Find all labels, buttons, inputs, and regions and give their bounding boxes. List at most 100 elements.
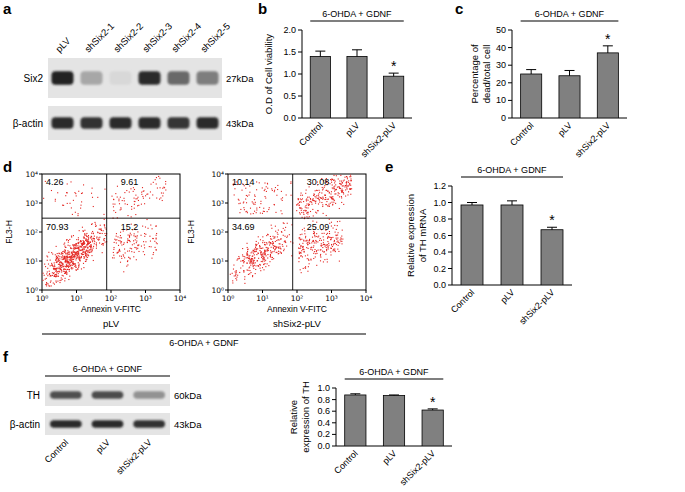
- event-dot: [83, 256, 84, 257]
- event-dot: [60, 269, 61, 270]
- event-dot: [306, 216, 307, 217]
- event-dot: [322, 204, 323, 205]
- event-dot: [102, 233, 103, 234]
- event-dot: [315, 240, 316, 241]
- event-dot: [348, 182, 349, 183]
- event-dot: [47, 256, 48, 257]
- event-dot: [300, 246, 301, 247]
- event-dot: [271, 225, 272, 226]
- event-dot: [43, 198, 44, 199]
- event-dot: [268, 265, 269, 266]
- event-dot: [329, 237, 330, 238]
- event-dot: [116, 236, 117, 237]
- event-dot: [86, 259, 87, 260]
- event-dot: [274, 246, 275, 247]
- event-dot: [69, 259, 70, 260]
- event-dot: [82, 243, 83, 244]
- event-dot: [238, 199, 239, 200]
- event-dot: [158, 176, 159, 177]
- event-dot: [266, 186, 267, 187]
- event-dot: [244, 209, 245, 210]
- event-dot: [346, 182, 347, 183]
- event-dot: [74, 245, 75, 246]
- y-axis: [336, 388, 337, 446]
- bar: [559, 76, 580, 118]
- event-dot: [309, 201, 310, 202]
- event-dot: [76, 270, 77, 271]
- event-dot: [121, 258, 122, 259]
- event-dot: [71, 252, 72, 253]
- event-dot: [303, 246, 304, 247]
- event-dot: [60, 261, 61, 262]
- event-dot: [75, 247, 76, 248]
- event-dot: [82, 254, 83, 255]
- event-dot: [156, 242, 157, 243]
- event-dot: [306, 198, 307, 199]
- event-dot: [93, 238, 94, 239]
- event-dot: [331, 178, 332, 179]
- event-dot: [82, 243, 83, 244]
- event-dot: [253, 203, 254, 204]
- event-dot: [279, 239, 280, 240]
- event-dot: [104, 224, 105, 225]
- event-dot: [69, 264, 70, 265]
- event-dot: [137, 198, 138, 199]
- event-dot: [270, 242, 271, 243]
- event-dot: [117, 252, 118, 253]
- event-dot: [338, 186, 339, 187]
- event-dot: [318, 236, 319, 237]
- event-dot: [80, 205, 81, 206]
- event-dot: [335, 193, 336, 194]
- event-dot: [66, 274, 67, 275]
- event-dot: [88, 242, 89, 243]
- y-tick-label: 50: [496, 25, 506, 35]
- event-dot: [310, 211, 311, 212]
- event-dot: [64, 258, 65, 259]
- event-dot: [254, 254, 255, 255]
- event-dot: [84, 237, 85, 238]
- event-dot: [61, 254, 62, 255]
- event-dot: [339, 261, 340, 262]
- event-dot: [73, 256, 74, 257]
- event-dot: [145, 234, 146, 235]
- event-dot: [259, 264, 260, 265]
- event-dot: [326, 250, 327, 251]
- event-dot: [262, 213, 263, 214]
- event-dot: [264, 250, 265, 251]
- event-dot: [70, 265, 71, 266]
- event-dot: [90, 246, 91, 247]
- category-label: Control: [332, 448, 360, 476]
- event-dot: [335, 232, 336, 233]
- event-dot: [61, 277, 62, 278]
- event-dot: [144, 233, 145, 234]
- event-dot: [332, 187, 333, 188]
- event-dot: [267, 183, 268, 184]
- event-dot: [249, 270, 250, 271]
- event-dot: [65, 260, 66, 261]
- event-dot: [241, 190, 242, 191]
- event-dot: [83, 254, 84, 255]
- event-dot: [311, 259, 312, 260]
- event-dot: [113, 255, 114, 256]
- event-dot: [74, 263, 75, 264]
- x-tick: [111, 290, 112, 293]
- bar: [345, 395, 366, 446]
- event-dot: [159, 199, 160, 200]
- event-dot: [320, 238, 321, 239]
- event-dot: [256, 212, 257, 213]
- event-dot: [265, 244, 266, 245]
- event-dot: [143, 251, 144, 252]
- event-dot: [138, 244, 139, 245]
- y-tick-label: 2.0: [283, 25, 296, 35]
- event-dot: [253, 204, 254, 205]
- event-dot: [339, 208, 340, 209]
- event-dot: [256, 209, 257, 210]
- event-dot: [94, 243, 95, 244]
- event-dot: [134, 243, 135, 244]
- event-dot: [71, 260, 72, 261]
- event-dot: [62, 279, 63, 280]
- event-dot: [256, 254, 257, 255]
- plot-marks: [310, 50, 404, 118]
- event-dot: [82, 227, 83, 228]
- event-dot: [299, 207, 300, 208]
